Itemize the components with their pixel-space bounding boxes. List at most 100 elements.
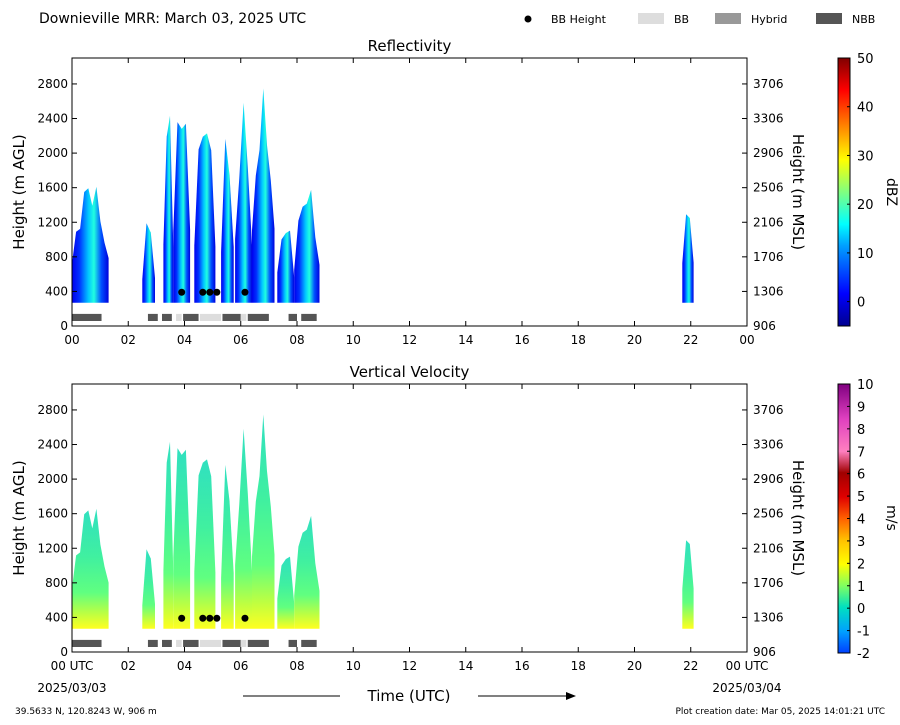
bb-category-segment xyxy=(183,313,199,321)
echo-column xyxy=(221,138,234,303)
x-tick-label: 12 xyxy=(402,333,417,347)
echo-column xyxy=(277,556,295,629)
y2-tick-label: 3706 xyxy=(753,77,784,91)
echo-column xyxy=(277,230,295,303)
y-tick-label: 2400 xyxy=(37,438,68,452)
echo-column xyxy=(142,549,155,629)
y2-tick-label: 2906 xyxy=(753,472,784,486)
legend-label: NBB xyxy=(852,13,875,26)
x-tick-label: 16 xyxy=(514,333,529,347)
legend-swatch-nbb xyxy=(816,13,842,24)
y-tick-label: 2400 xyxy=(37,112,68,126)
panel-title: Reflectivity xyxy=(368,37,452,55)
echo-column xyxy=(294,189,320,303)
bb-category-segment xyxy=(176,313,182,321)
x-axis-label: Time (UTC) xyxy=(367,687,451,705)
colorbar-tick-label: 40 xyxy=(857,101,874,116)
y2-tick-label: 1306 xyxy=(753,284,784,298)
y2-tick-label: 2106 xyxy=(753,215,784,229)
bb-height-point xyxy=(241,614,249,622)
bb-category-segment xyxy=(199,639,222,647)
legend-dot-bb-height xyxy=(524,15,532,23)
creation-date-text: Plot creation date: Mar 05, 2025 14:01:2… xyxy=(675,707,885,717)
x-tick-label: 04 xyxy=(177,333,192,347)
start-date-label: 2025/03/03 xyxy=(37,681,106,695)
x-tick-label: 00 xyxy=(64,333,79,347)
bb-height-point xyxy=(206,288,214,296)
y-tick-label: 2800 xyxy=(37,77,68,91)
y2-tick-label: 1706 xyxy=(753,576,784,590)
y-tick-label: 1600 xyxy=(37,507,68,521)
y2-tick-label: 3306 xyxy=(753,438,784,452)
y2-tick-label: 2506 xyxy=(753,181,784,195)
bb-category-segment xyxy=(301,313,317,321)
x-tick-label: 08 xyxy=(289,333,304,347)
panel-title: Vertical Velocity xyxy=(350,363,470,381)
bb-category-segment xyxy=(162,639,172,647)
bb-category-segment xyxy=(240,313,247,321)
bb-category-segment xyxy=(183,639,199,647)
legend-label: BB Height xyxy=(551,13,607,26)
echo-layer xyxy=(72,414,694,629)
x-tick-label: 14 xyxy=(458,659,473,673)
echo-column xyxy=(173,122,191,303)
echo-column xyxy=(252,414,275,629)
echo-column xyxy=(163,441,174,629)
echo-column xyxy=(235,102,252,303)
colorbar-tick-label: 10 xyxy=(857,247,874,262)
echo-column xyxy=(194,459,216,629)
colorbar-tick-label: 7 xyxy=(857,445,865,460)
y-tick-label: 1200 xyxy=(37,215,68,229)
y-tick-label: 400 xyxy=(45,284,68,298)
y2-tick-label: 1306 xyxy=(753,610,784,624)
colorbar-tick-label: 0 xyxy=(857,296,865,311)
colorbar-tick-label: 8 xyxy=(857,423,865,438)
y2-tick-label: 1706 xyxy=(753,250,784,264)
bb-category-segment xyxy=(240,639,247,647)
x-tick-label: 12 xyxy=(402,659,417,673)
y-tick-label: 0 xyxy=(60,645,68,659)
bb-height-point xyxy=(241,288,249,296)
header-legend: BB Height BB Hybrid NBB xyxy=(524,13,875,26)
y-axis-label: Height (m AGL) xyxy=(10,460,28,575)
colorbar-tick-label: 3 xyxy=(857,535,865,550)
echo-column xyxy=(72,186,109,303)
echo-column xyxy=(235,428,252,629)
echo-column xyxy=(221,464,234,629)
colorbar-tick-label: 5 xyxy=(857,490,865,505)
y-axis-label: Height (m AGL) xyxy=(10,134,28,249)
echo-column xyxy=(294,515,320,629)
colorbar-label: dBZ xyxy=(883,178,899,206)
echo-column xyxy=(72,508,109,629)
x-tick-label: 22 xyxy=(683,659,698,673)
echo-column xyxy=(682,540,694,629)
bb-height-point xyxy=(213,288,221,296)
end-date-label: 2025/03/04 xyxy=(712,681,781,695)
echo-column xyxy=(194,133,216,303)
legend-swatch-hybrid xyxy=(715,13,741,24)
bb-category-segment xyxy=(288,639,297,647)
echo-column xyxy=(252,88,275,303)
y-tick-label: 800 xyxy=(45,576,68,590)
bb-height-point xyxy=(199,288,207,296)
y-tick-label: 1600 xyxy=(37,181,68,195)
y-tick-label: 2000 xyxy=(37,472,68,486)
x-tick-label: 02 xyxy=(121,659,136,673)
x-tick-label: 20 xyxy=(627,659,642,673)
bb-category-segment xyxy=(222,639,241,647)
y2-tick-label: 906 xyxy=(753,319,776,333)
y2-tick-label: 2106 xyxy=(753,541,784,555)
bb-category-segment xyxy=(72,639,102,647)
legend-label: Hybrid xyxy=(751,13,787,26)
x-tick-label: 06 xyxy=(233,659,248,673)
x-tick-label: 06 xyxy=(233,333,248,347)
bb-category-segment xyxy=(162,313,172,321)
colorbar-tick-label: 9 xyxy=(857,400,865,415)
location-text: 39.5633 N, 120.8243 W, 906 m xyxy=(15,707,157,717)
colorbar-tick-label: 0 xyxy=(857,602,865,617)
bb-category-segment xyxy=(301,639,317,647)
x-tick-label: 08 xyxy=(289,659,304,673)
